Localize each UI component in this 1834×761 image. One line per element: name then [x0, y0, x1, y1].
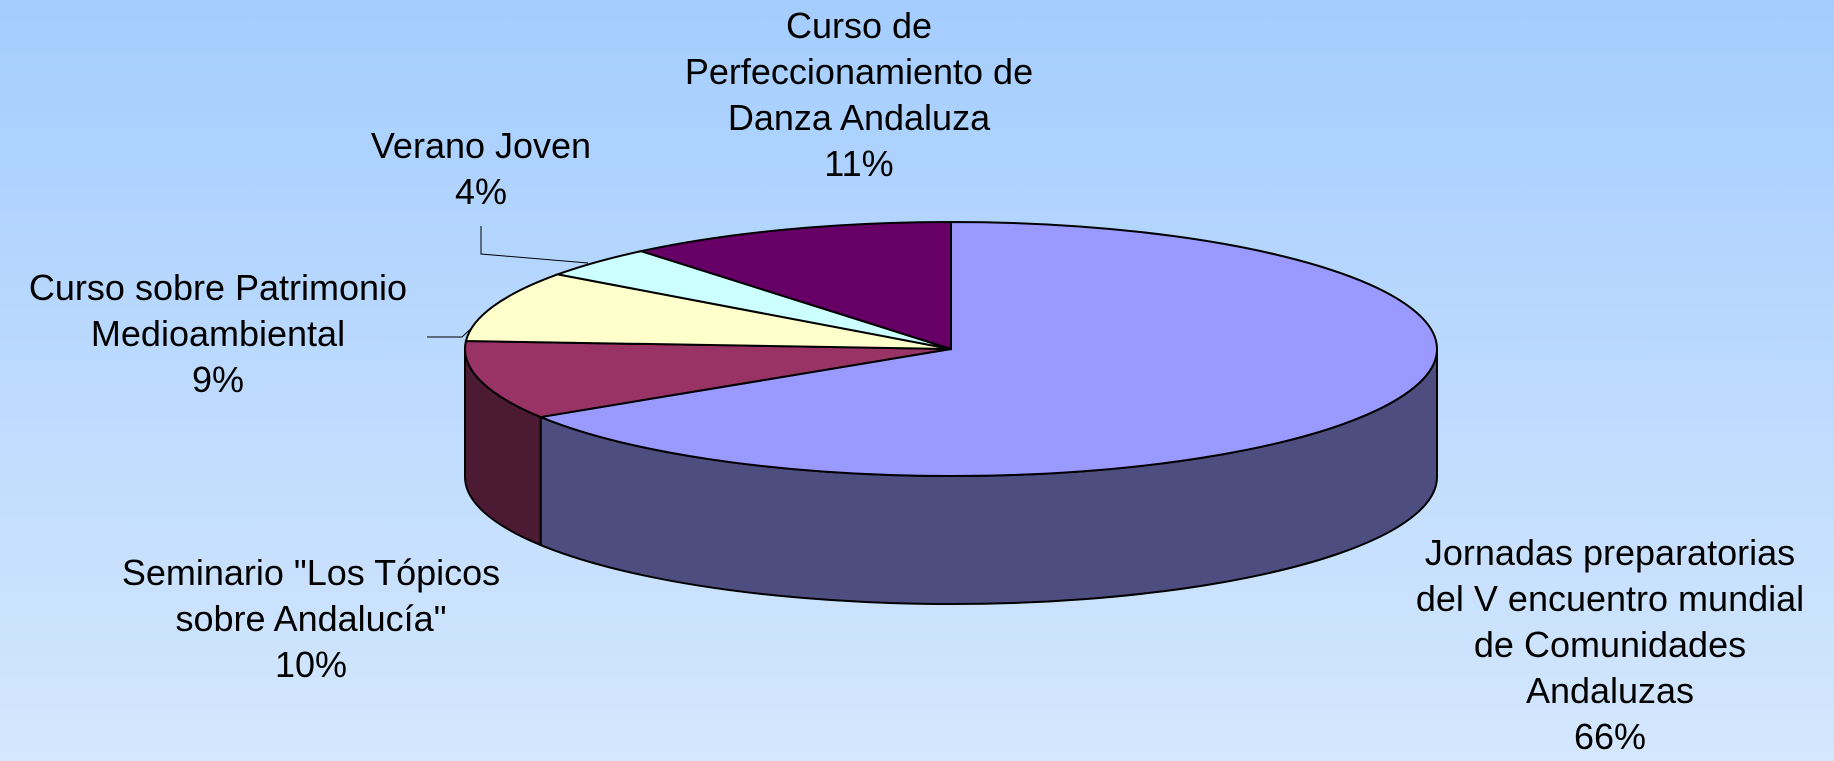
pie-slice: [537, 220, 1438, 477]
value-label: 10%: [274, 644, 348, 685]
slice-label: Curso de Perfeccionamiento de Danza Anda…: [664, 3, 1054, 187]
value-label: 66%: [1573, 716, 1647, 757]
value-label: 11%: [824, 143, 894, 184]
pie-slice: [464, 340, 952, 419]
slice-label: Curso sobre Patrimonio Medioambiental 9%: [8, 265, 428, 403]
category-label: Curso de Perfeccionamiento de Danza Anda…: [684, 5, 1034, 138]
category-label: Verano Joven: [370, 125, 592, 166]
category-label: Jornadas preparatorias del V encuentro m…: [1415, 532, 1805, 711]
category-label: Curso sobre Patrimonio Medioambiental: [28, 267, 408, 354]
leader-line: [480, 226, 589, 264]
slice-label: Verano Joven 4%: [331, 123, 631, 215]
pie-slice: [637, 220, 952, 351]
value-label: 9%: [191, 359, 245, 400]
pie-slice: [464, 273, 952, 350]
category-label: Seminario "Los Tópicos sobre Andalucía": [121, 552, 501, 639]
slice-label: Seminario "Los Tópicos sobre Andalucía" 1…: [101, 550, 521, 688]
value-label: 4%: [454, 171, 508, 212]
slice-label: Jornadas preparatorias del V encuentro m…: [1405, 530, 1815, 760]
